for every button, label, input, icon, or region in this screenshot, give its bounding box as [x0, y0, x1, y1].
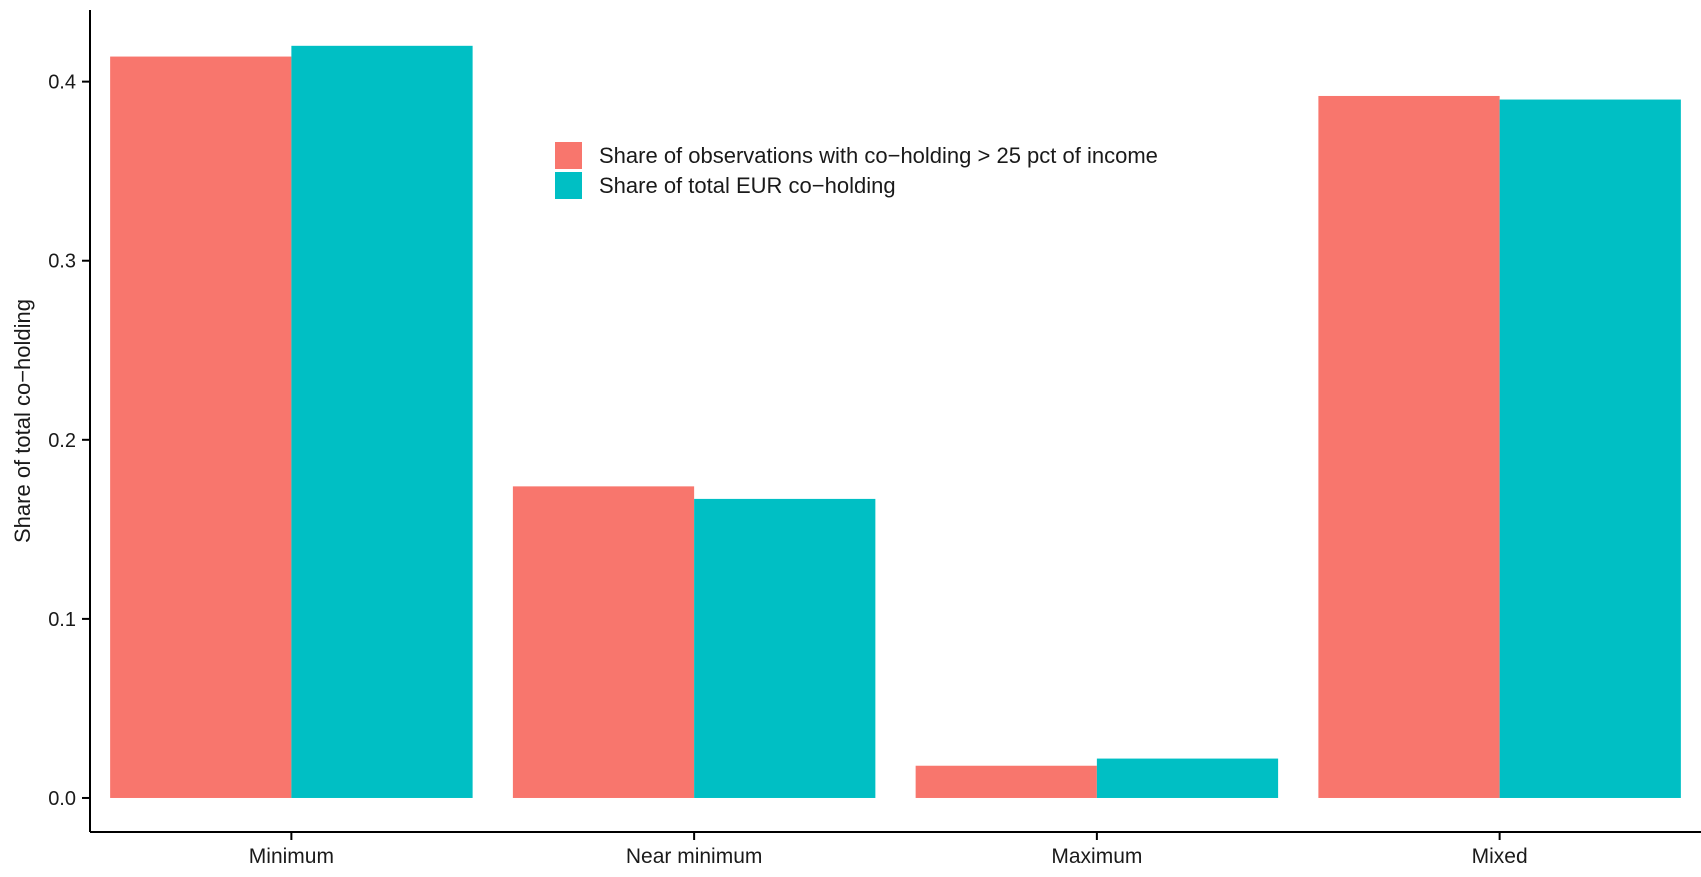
legend-swatch	[555, 142, 582, 169]
x-tick-label: Minimum	[249, 845, 334, 868]
axes-layer: 0.0 0.1 0.2 0.3 0.4 Minimum Near minimum Maxim…	[48, 10, 1701, 868]
x-axis-ticks: Minimum Near minimum Maximum Mixed	[249, 832, 1528, 868]
x-tick-label: Near minimum	[626, 845, 763, 868]
bar	[1499, 99, 1681, 798]
x-tick-label: Mixed	[1472, 845, 1528, 868]
y-tick-label: 0.1	[48, 609, 76, 631]
y-tick-label: 0.3	[48, 251, 76, 273]
legend-label: Share of observations with co−holding > …	[599, 143, 1158, 168]
bar	[915, 765, 1097, 798]
y-tick-label: 0.0	[48, 788, 76, 810]
bar	[694, 498, 876, 798]
y-axis-ticks: 0.0 0.1 0.2 0.3 0.4	[48, 72, 90, 810]
y-tick-label: 0.2	[48, 430, 76, 452]
legend-swatch	[555, 172, 582, 199]
bar	[1318, 95, 1500, 798]
y-tick-label: 0.4	[48, 72, 76, 94]
bars-layer	[110, 45, 1681, 798]
legend-label: Share of total EUR co−holding	[599, 173, 896, 198]
y-axis-label: Share of total co−holding	[10, 299, 35, 543]
legend: Share of observations with co−holding > …	[555, 142, 1158, 199]
x-tick-label: Maximum	[1051, 845, 1142, 868]
bar	[1096, 758, 1279, 798]
bar	[291, 45, 473, 798]
bar	[110, 56, 292, 798]
bar	[512, 486, 695, 798]
